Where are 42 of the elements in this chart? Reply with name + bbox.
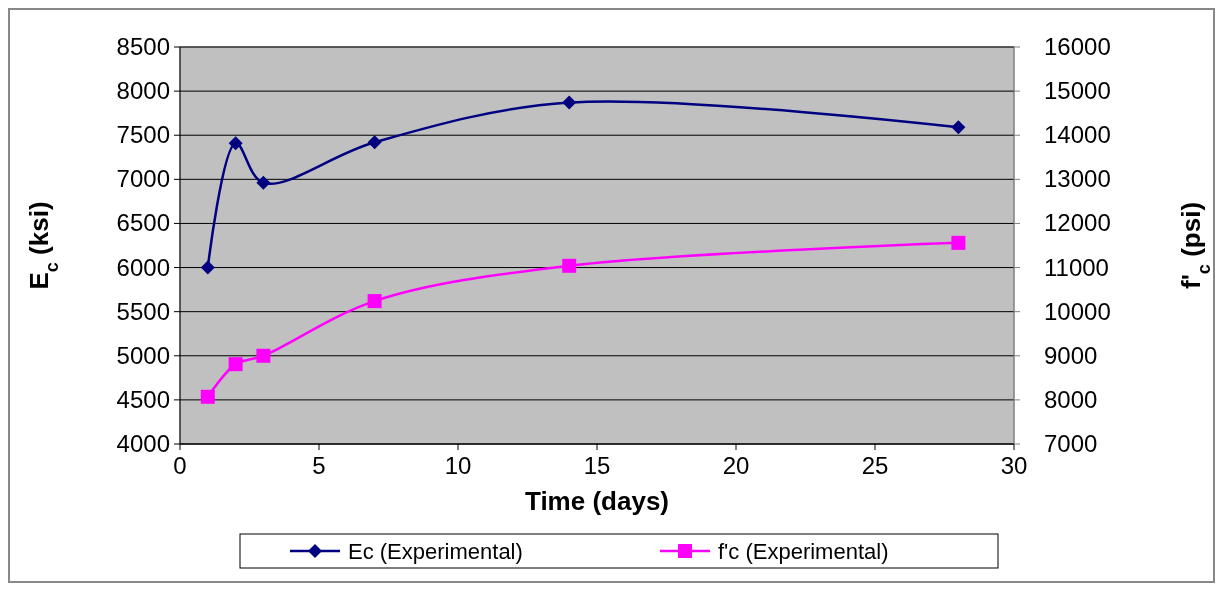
y-tick-label: 6500	[116, 209, 170, 237]
point	[951, 120, 966, 135]
point	[200, 260, 215, 275]
y2-tick-label: 11000	[1044, 253, 1109, 281]
x-tick-label: 0	[173, 452, 187, 479]
x-axis-title: Time (days)	[524, 486, 670, 516]
y-tick-label: 5500	[116, 297, 170, 325]
y2-tick-label: 9000	[1044, 341, 1098, 369]
point	[951, 235, 966, 250]
y2-tick-label: 7000	[1044, 430, 1098, 457]
y-tick-label: 4500	[116, 385, 170, 413]
y-tick-label: 4000	[116, 430, 170, 457]
legend-label: Ec (Experimental)	[348, 539, 523, 564]
point	[228, 136, 243, 151]
point	[562, 95, 577, 110]
y2-tick-label: 12000	[1044, 209, 1111, 237]
y2-tick-label: 10000	[1044, 297, 1111, 325]
y2-tick-label: 15000	[1044, 77, 1111, 105]
x-tick-label: 15	[583, 452, 611, 479]
point	[367, 135, 382, 150]
point	[562, 258, 577, 273]
y-tick-label: 8500	[116, 33, 170, 60]
x-tick-label: 10	[444, 452, 472, 479]
y2-tick-label: 16000	[1044, 33, 1111, 60]
y-tick-label: 7000	[116, 165, 170, 193]
x-tick-label: 25	[861, 452, 889, 479]
y2-tick-label: 8000	[1044, 385, 1098, 413]
x-tick-label: 20	[722, 452, 750, 479]
point	[367, 294, 382, 309]
x-tick-label: 5	[312, 452, 326, 479]
y-tick-label: 6000	[116, 253, 170, 281]
y-tick-label: 5000	[116, 341, 170, 369]
point	[200, 389, 215, 404]
point	[256, 175, 271, 190]
y2-tick-label: 14000	[1044, 121, 1111, 149]
point	[256, 348, 271, 363]
y-tick-label: 8000	[116, 77, 170, 105]
y2-tick-label: 13000	[1044, 165, 1111, 193]
legend-label: f'c (Experimental)	[718, 539, 889, 564]
x-tick-label: 30	[1000, 452, 1028, 479]
y-tick-label: 7500	[116, 121, 170, 149]
point	[228, 357, 243, 372]
